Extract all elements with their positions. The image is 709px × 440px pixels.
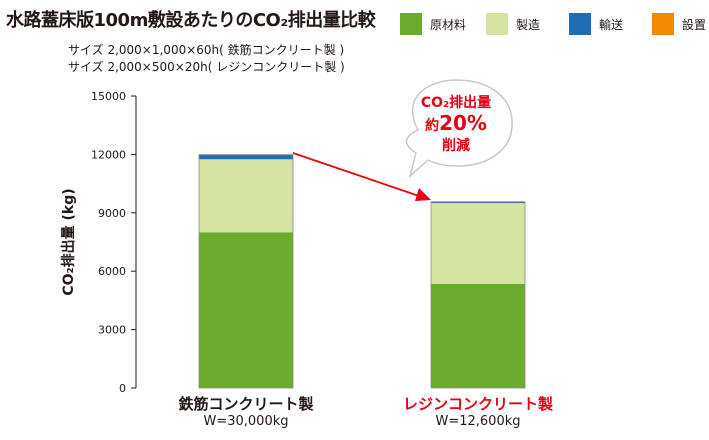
legend-label-installation: 設置: [682, 18, 707, 32]
legend-swatch-transport: [569, 13, 591, 35]
bar-outline: [198, 154, 294, 389]
bar-segment-raw-material: [199, 232, 293, 388]
callout-line-co2: CO₂排出量: [420, 95, 492, 111]
y-tick-label: 6000: [98, 265, 126, 278]
subtitle-resin-size: サイズ 2,000×500×20h( レジンコンクリート製 ): [68, 60, 345, 74]
category-weight-rc: W=30,000kg: [203, 414, 289, 429]
legend-swatch-raw-material: [400, 13, 422, 35]
bar-segment-manufacturing: [199, 159, 293, 233]
y-tick-label: 0: [119, 382, 126, 395]
legend-label-raw-material: 原材料: [430, 18, 467, 32]
reduction-arrow: [292, 152, 431, 201]
callout-percent-value: 20%: [439, 111, 487, 135]
bar-segment-manufacturing: [431, 203, 525, 284]
callout-line-reduction: 削減: [442, 138, 470, 154]
category-label-resin: レジンコンクリート製: [402, 395, 554, 413]
legend-label-transport: 輸送: [599, 18, 624, 32]
category-label-rc: 鉄筋コンクリート製: [178, 395, 314, 413]
callout-bubble: [405, 79, 513, 179]
callout-bubble-shape: [405, 79, 513, 179]
reduction-arrow-head: [415, 188, 431, 201]
bar-segment-transport: [199, 154, 293, 160]
y-tick-label: 9000: [98, 207, 126, 220]
reduction-arrow-line: [292, 152, 423, 198]
bars: [198, 154, 526, 389]
legend-swatch-manufacturing: [486, 13, 508, 35]
chart-title: 水路蓋床版100m敷設あたりのCO₂排出量比較: [6, 10, 376, 31]
bar-segment-transport: [431, 201, 525, 204]
bar-segment-raw-material: [431, 283, 525, 388]
y-axis-title: CO₂排出量 (kg): [61, 188, 77, 296]
callout-approx: 約: [425, 118, 440, 134]
y-tick-label: 12000: [91, 148, 126, 161]
bar-outline: [430, 201, 526, 389]
y-tick-label: 3000: [98, 324, 126, 337]
legend-label-manufacturing: 製造: [516, 18, 541, 32]
callout-text: CO₂排出量 約20% 削減: [401, 93, 511, 156]
category-weight-resin: W=12,600kg: [435, 414, 521, 429]
y-axis: 0 3000 6000 9000 12000 15000: [91, 90, 137, 395]
subtitle-rc-size: サイズ 2,000×1,000×60h( 鉄筋コンクリート製 ): [68, 43, 345, 57]
callout-line-percent: 約20%: [401, 113, 511, 136]
y-tick-label: 15000: [91, 90, 126, 103]
legend-swatch-installation: [652, 13, 674, 35]
